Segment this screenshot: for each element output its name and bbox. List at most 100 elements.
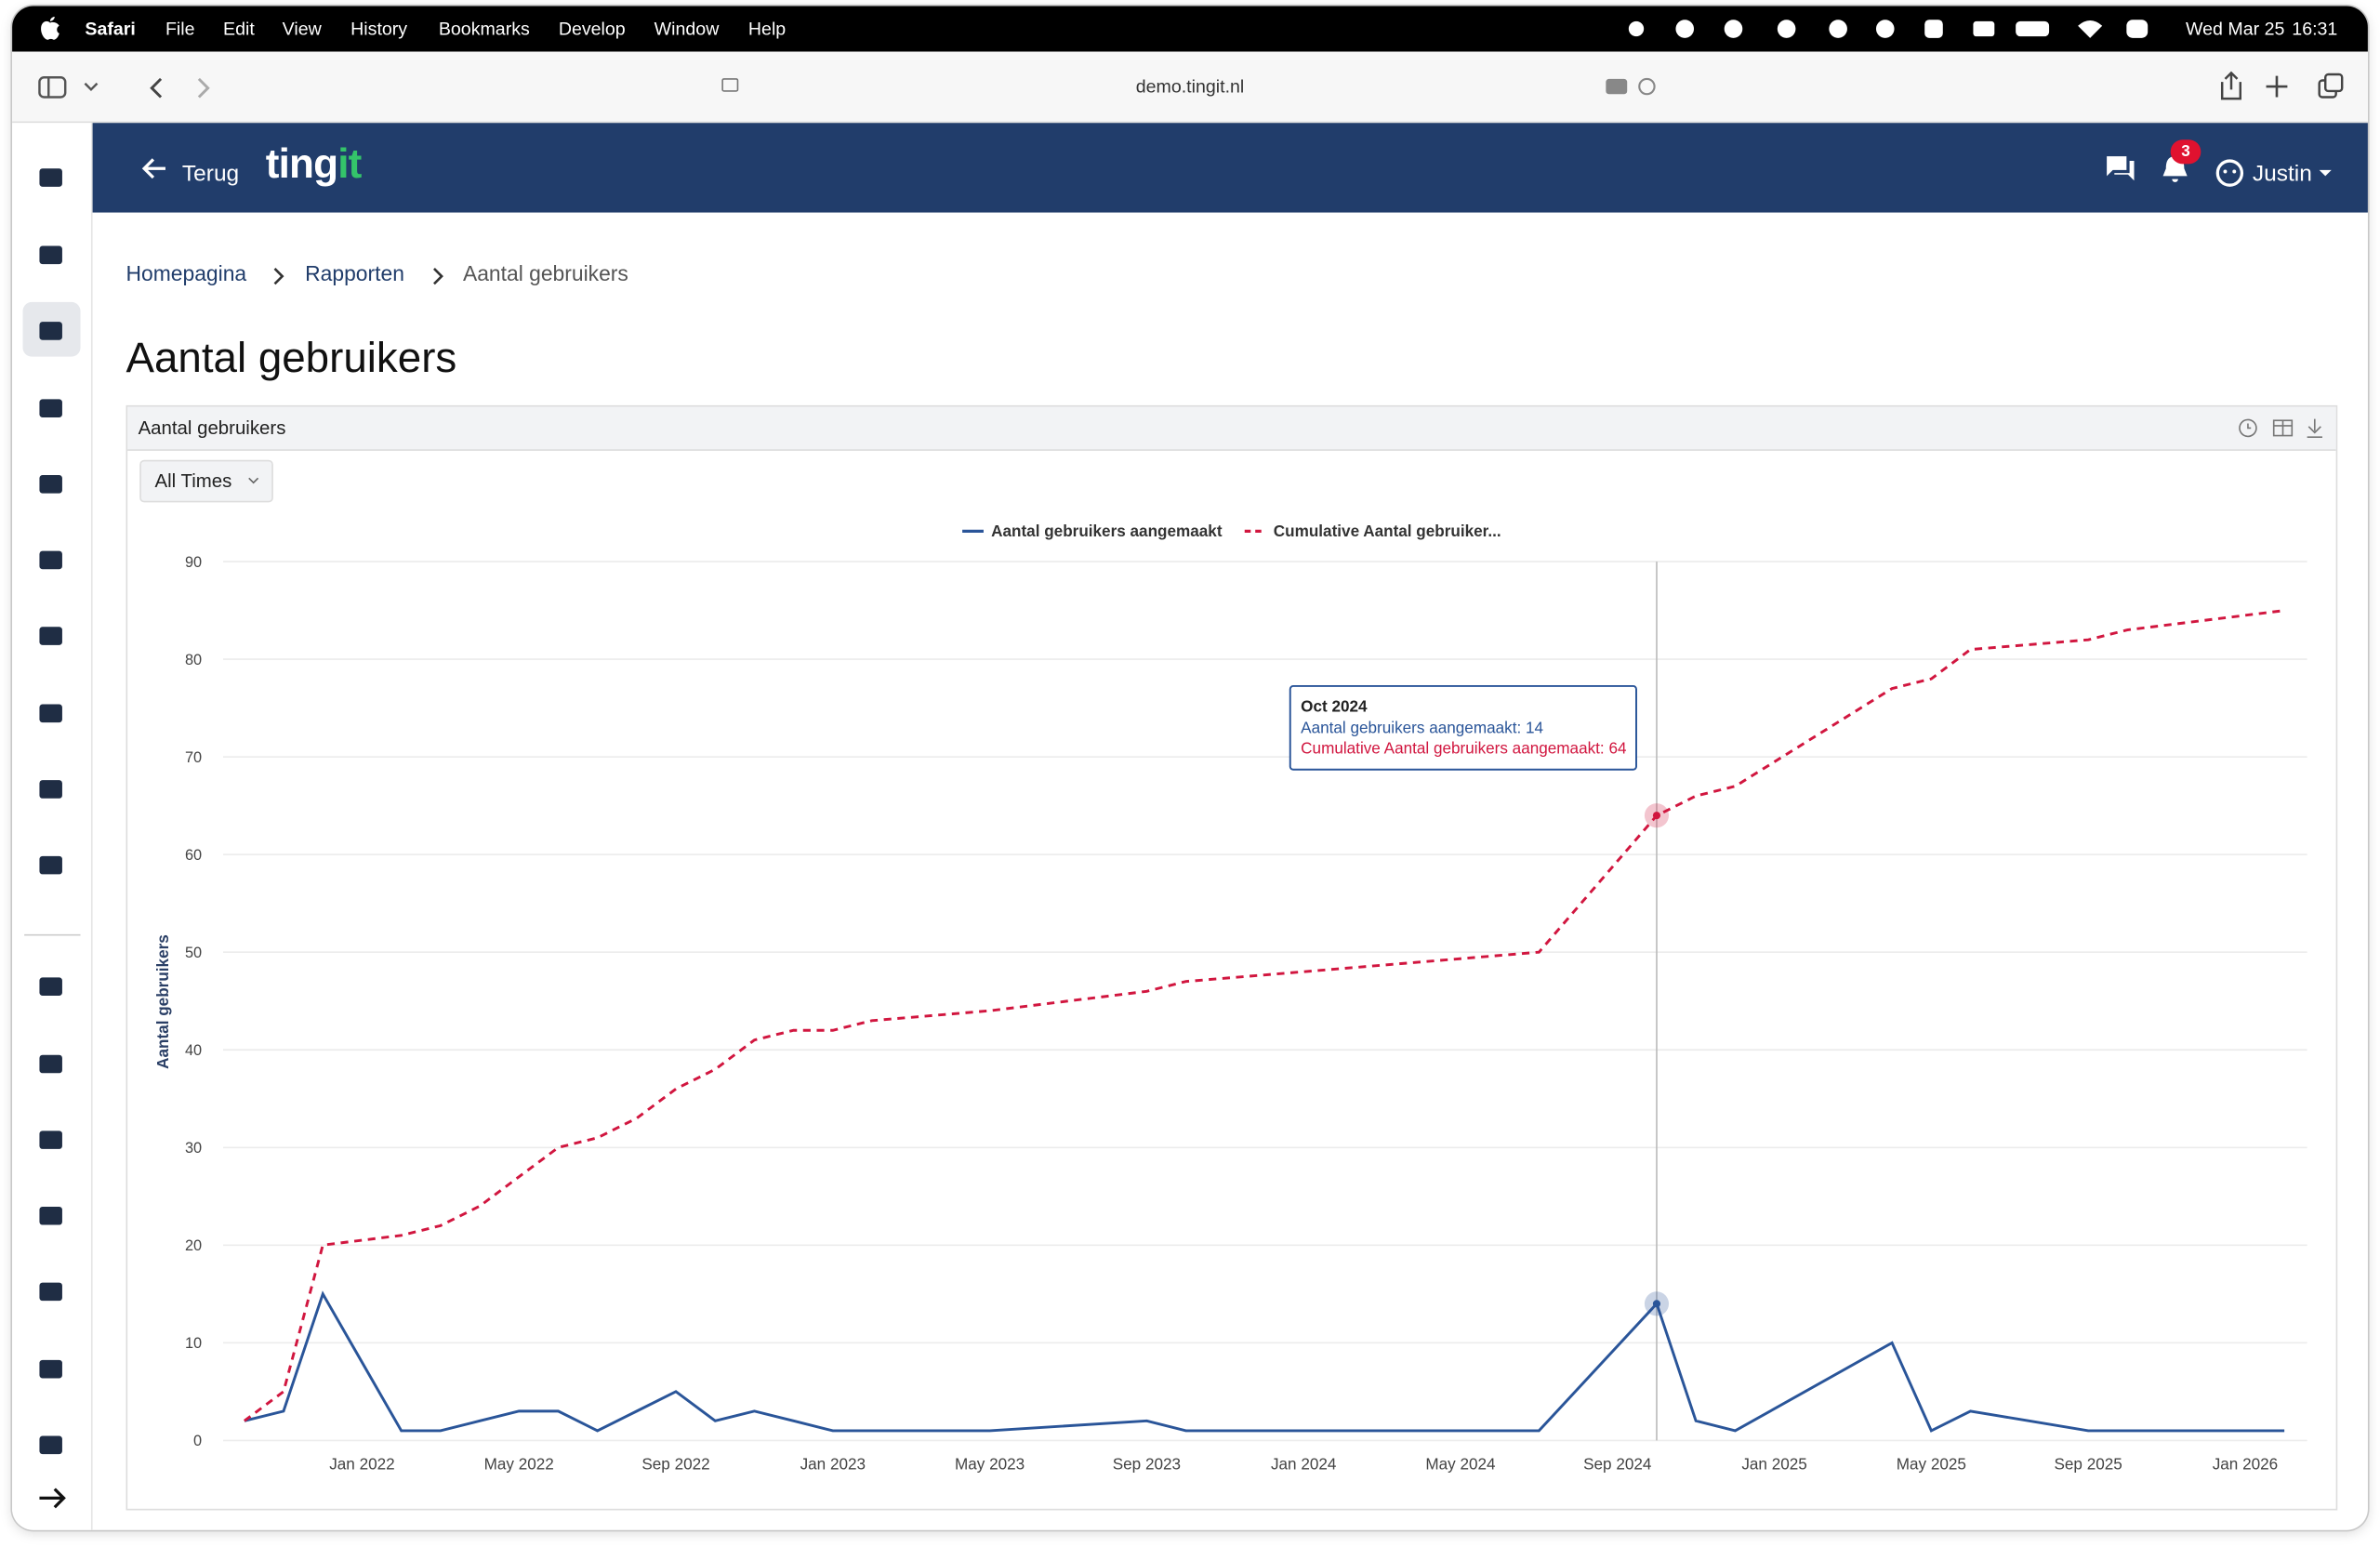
tooltip-line: Cumulative Aantal gebruikers aangemaakt:… (1301, 739, 1627, 758)
sidebar-icon[interactable] (39, 399, 62, 417)
x-tick-label: Jan 2026 (2213, 1454, 2278, 1473)
sidebar-icon[interactable] (39, 168, 62, 187)
time-filter[interactable]: All Times (139, 459, 273, 503)
breadcrumb-link[interactable]: Rapporten (305, 260, 404, 285)
menu-item[interactable]: View (282, 18, 322, 40)
status-icons[interactable] (1624, 17, 2064, 41)
x-tick-label: Sep 2022 (641, 1454, 709, 1473)
menu-date: Wed Mar 25 (2186, 18, 2285, 40)
icon-shape (39, 399, 62, 417)
x-tick-label: Jan 2024 (1271, 1454, 1337, 1473)
sidebar-icon[interactable] (39, 1206, 62, 1225)
menu-item[interactable]: Bookmarks (438, 18, 530, 40)
icon-shape (39, 245, 62, 265)
menu-time: 16:31 (2292, 18, 2338, 40)
logo-part: ting (265, 140, 338, 187)
sidebar-icon[interactable] (39, 1282, 62, 1302)
sidebar-icon[interactable] (39, 475, 62, 494)
apple-logo[interactable] (39, 16, 60, 41)
filter-caret (248, 477, 259, 484)
hover-point (1652, 1300, 1661, 1308)
breadcrumb-sep (433, 268, 443, 285)
filter-label: All Times (154, 470, 232, 492)
card-actions[interactable] (2238, 416, 2329, 440)
x-tick-label: May 2024 (1425, 1454, 1496, 1473)
sidebar-icon[interactable] (39, 627, 62, 645)
user-caret[interactable] (2318, 168, 2333, 178)
icon-shape (39, 475, 62, 494)
icon-shape (39, 1435, 62, 1455)
menu-item[interactable]: Help (747, 18, 787, 40)
menu-item[interactable]: Edit (222, 18, 255, 40)
x-tick-label: May 2023 (955, 1454, 1025, 1473)
y-tick-label: 10 (185, 1335, 202, 1352)
card-title: Aantal gebruikers (138, 416, 286, 439)
icon-shape (39, 322, 62, 340)
icon-shape (39, 780, 62, 799)
wifi-control-icons[interactable] (2076, 17, 2152, 41)
app-name[interactable]: Safari (85, 18, 136, 40)
icon-shape (39, 168, 62, 187)
user-menu[interactable]: Justin (2252, 161, 2312, 187)
menu-item[interactable]: Window (654, 18, 720, 40)
app-header: Terug tingit 3 Justin (92, 123, 2368, 213)
legend-label[interactable]: Cumulative Aantal gebruiker... (1274, 522, 1501, 540)
hover-point (1652, 812, 1661, 820)
icon-shape (39, 855, 62, 875)
y-tick-label: 0 (193, 1433, 202, 1449)
logo-part: it (337, 140, 362, 187)
sidebar-icon[interactable] (39, 245, 62, 265)
icon-shape (39, 704, 62, 723)
toolbar-actions[interactable] (2216, 70, 2353, 103)
y-tick-label: 90 (185, 554, 202, 571)
messages-icon[interactable] (2104, 153, 2137, 184)
sidebar-icon[interactable] (39, 1435, 62, 1455)
menu-item[interactable]: File (165, 18, 195, 40)
breadcrumb-current: Aantal gebruikers (462, 260, 628, 285)
series-line (243, 609, 2285, 1422)
menu-item[interactable]: Develop (558, 18, 626, 40)
icon-shape (39, 627, 62, 645)
page-icon[interactable] (720, 76, 741, 98)
tooltip: Oct 2024 Aantal gebruikers aangemaakt: 14… (1289, 684, 1637, 771)
avatar[interactable] (2215, 158, 2245, 189)
icon-shape (39, 1359, 62, 1379)
breadcrumb-sep (273, 268, 284, 285)
sidebar-icon[interactable] (39, 322, 62, 340)
sidebar-icon[interactable] (39, 1359, 62, 1379)
icon-shape (39, 550, 62, 570)
notification-badge[interactable]: 3 (2170, 139, 2202, 165)
collapse-arrow[interactable] (39, 1488, 66, 1509)
y-axis-title: Aantal gebruikers (153, 934, 172, 1069)
address-bar[interactable]: demo.tingit.nl (1135, 75, 1245, 98)
sidebar-icon[interactable] (39, 780, 62, 799)
y-tick-label: 30 (185, 1140, 202, 1157)
browser-window: Safari File Edit View History Bookmarks … (12, 6, 2368, 1530)
address-actions[interactable] (1603, 76, 1663, 98)
series-line (244, 1290, 2285, 1433)
legend-label[interactable]: Aantal gebruikers aangemaakt (991, 522, 1223, 540)
x-tick-label: Sep 2023 (1113, 1454, 1181, 1473)
sidebar-icon[interactable] (39, 1130, 62, 1149)
y-tick-label: 20 (185, 1237, 202, 1254)
sidebar-icon[interactable] (39, 704, 62, 723)
back-link[interactable]: Terug (181, 161, 240, 187)
toolbar-nav[interactable] (36, 73, 233, 103)
sidebar-icon[interactable] (39, 1054, 62, 1074)
menu-item[interactable]: History (350, 18, 408, 40)
back-arrow[interactable] (141, 156, 168, 180)
sidebar (12, 123, 93, 1530)
sidebar-icon[interactable] (39, 977, 62, 997)
sidebar-icon[interactable] (39, 855, 62, 875)
icon-shape (39, 1054, 62, 1074)
x-tick-label: Jan 2025 (1741, 1454, 1806, 1473)
tooltip-line: Aantal gebruikers aangemaakt: 14 (1301, 719, 1543, 737)
x-tick-label: May 2025 (1897, 1454, 1966, 1473)
breadcrumb-link[interactable]: Homepagina (126, 260, 247, 285)
tooltip-title: Oct 2024 (1301, 697, 1368, 716)
logo[interactable]: tingit (265, 140, 363, 189)
x-tick-label: Jan 2022 (329, 1454, 394, 1473)
y-tick-label: 80 (185, 652, 202, 668)
sidebar-icon[interactable] (39, 550, 62, 570)
